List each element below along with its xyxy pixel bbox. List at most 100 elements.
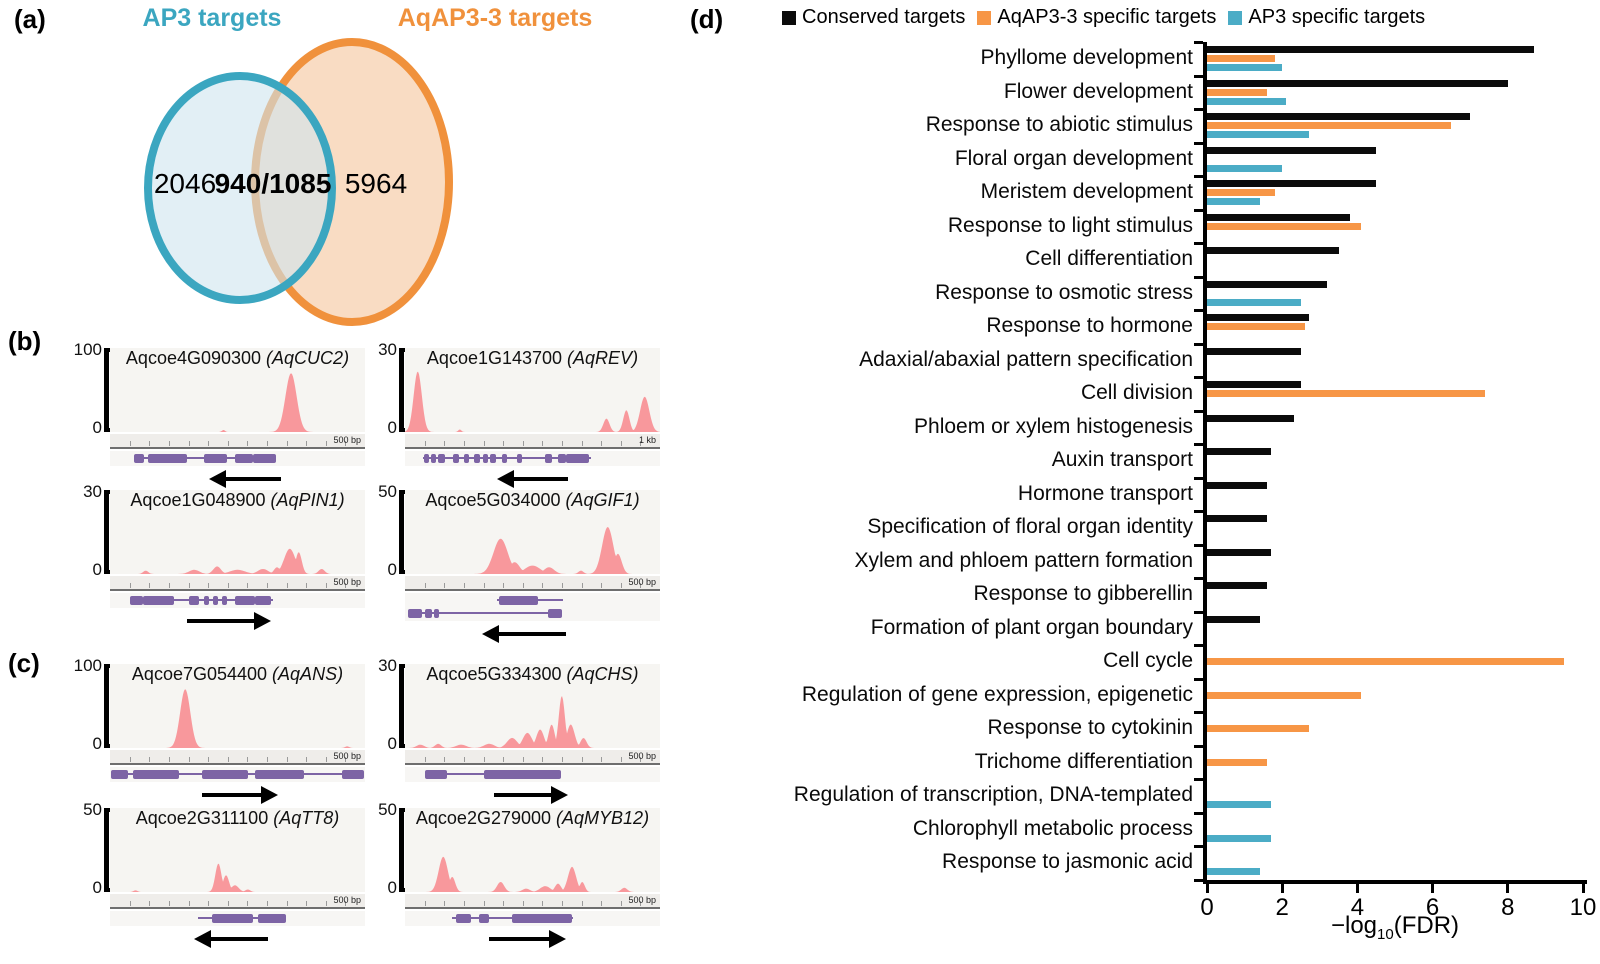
venn-right-title: AqAP3-3 targets <box>397 4 593 32</box>
track-title: Aqcoe2G279000 (AqMYB12) <box>405 808 660 829</box>
ruler-tick <box>581 757 583 762</box>
ruler-tick <box>444 757 446 762</box>
y-axis-tick <box>1194 275 1203 279</box>
ruler-tick <box>149 583 151 588</box>
ruler-tick <box>581 901 583 906</box>
y-axis-tick <box>1194 845 1203 848</box>
strand-arrow-head <box>209 470 227 488</box>
gene-intron-line <box>130 599 274 601</box>
track-gene-id: Aqcoe5G334300 <box>426 664 567 684</box>
y-axis-tick <box>1194 744 1203 748</box>
ruler-tick <box>601 757 603 762</box>
y-axis-max-label: 30 <box>83 482 102 501</box>
category-label: Hormone transport <box>1017 481 1193 505</box>
ruler-tick <box>483 757 485 762</box>
track-gene-name: (AqTT8) <box>273 808 340 828</box>
y-axis-tick <box>1194 141 1203 145</box>
y-axis-max-label: 100 <box>73 340 102 359</box>
venn-left-circle <box>144 72 336 304</box>
gene-exon <box>252 453 276 463</box>
venn-left-title: AP3 targets <box>142 4 282 32</box>
y-axis-tick <box>1194 543 1203 547</box>
ruler-tick <box>522 901 524 906</box>
ruler-tick <box>620 583 622 588</box>
ruler-tick <box>247 441 249 446</box>
ruler-tick <box>424 583 426 588</box>
x-axis-tick <box>1431 883 1435 893</box>
bar-conserved <box>1207 414 1294 422</box>
strand-arrow-right <box>186 612 271 630</box>
y-axis-max-label: 100 <box>73 656 102 675</box>
bar-conserved <box>1207 582 1268 589</box>
gene-exon <box>484 769 561 779</box>
scale-bar-label: 500 bp <box>628 895 656 905</box>
category-label: Meristem development <box>980 180 1193 203</box>
bar-aqap3-3-specific <box>1207 88 1268 96</box>
bar-conserved <box>1207 314 1309 321</box>
y-axis-line <box>1203 42 1207 884</box>
bar-conserved <box>1207 180 1377 187</box>
gene-exon <box>463 453 469 463</box>
strand-arrow-shaft <box>207 937 269 941</box>
y-axis-zero-label: 0 <box>387 878 397 897</box>
genome-track-aqgif1: 50 0 Aqcoe5G034000 (AqGIF1) 500 bp <box>361 482 661 643</box>
bar-conserved <box>1207 481 1268 489</box>
gene-exon <box>204 453 228 463</box>
track-gene-id: Aqcoe7G054400 <box>131 664 273 684</box>
ruler-tick <box>168 901 170 906</box>
gene-exon <box>132 769 179 779</box>
y-axis-zero-label: 0 <box>92 560 102 579</box>
strand-arrow-left <box>496 470 569 488</box>
coverage-plot: Aqcoe1G048900 (AqPIN1) <box>110 490 365 574</box>
bar-conserved <box>1207 548 1271 556</box>
bar-ap3-specific <box>1207 131 1309 138</box>
y-axis-tick <box>1194 476 1203 480</box>
bar-ap3-specific <box>1207 164 1283 172</box>
ruler-tick <box>168 757 170 762</box>
y-axis-zero-label: 0 <box>92 418 102 437</box>
ruler-tick <box>247 757 249 762</box>
legend-label: Conserved targets <box>802 6 966 28</box>
ruler-tick <box>306 441 308 446</box>
ruler-tick <box>149 757 151 762</box>
y-axis-zero-label: 0 <box>387 734 397 753</box>
gene-exon <box>512 913 573 923</box>
genome-track-aqcuc2: 100 0 Aqcoe4G090300 (AqCUC2) 500 bp <box>66 340 366 496</box>
track-gene-name: (AqREV) <box>567 348 639 368</box>
ruler-tick <box>129 901 131 906</box>
gene-model <box>110 767 365 782</box>
bar-conserved <box>1207 113 1471 120</box>
y-axis-tick <box>1194 577 1203 580</box>
x-axis-line <box>1203 879 1587 884</box>
ruler-tick <box>424 757 426 762</box>
x-tick-label: 2 <box>1275 893 1289 921</box>
category-label: Adaxial/abaxial pattern specification <box>859 347 1193 371</box>
strand-arrow-head <box>253 612 271 630</box>
gene-exon <box>255 769 304 779</box>
ruler-tick <box>306 583 308 588</box>
y-axis-bracket <box>399 664 404 748</box>
category-label: Response to abiotic stimulus <box>925 113 1193 136</box>
ruler-tick <box>266 901 268 906</box>
x-axis-title-pre: −log <box>1330 912 1378 939</box>
category-label: Response to cytokinin <box>987 716 1193 739</box>
ruler-tick <box>129 583 131 588</box>
ruler-tick <box>208 901 210 906</box>
venn-left-circle-fill <box>148 76 332 300</box>
ruler-tick <box>266 441 268 446</box>
coordinate-ruler: 500 bp <box>405 576 660 591</box>
ruler-tick <box>227 441 229 446</box>
ruler-tick <box>503 901 505 906</box>
gene-exon <box>558 453 566 463</box>
genome-track-aqchs: 30 0 Aqcoe5G334300 (AqCHS) 500 bp <box>361 656 661 812</box>
track-gene-id: Aqcoe1G048900 <box>130 490 271 510</box>
bar-aqap3-3-specific <box>1207 323 1305 330</box>
y-axis-tick <box>1194 778 1203 781</box>
y-axis-bracket <box>104 664 109 748</box>
panel-d-label: (d) <box>690 4 724 34</box>
ruler-tick <box>247 901 249 906</box>
gene-exon <box>342 769 364 779</box>
x-tick-label: 4 <box>1350 893 1365 921</box>
track-gene-id: Aqcoe1G143700 <box>426 348 568 368</box>
x-axis-tick <box>1280 883 1284 893</box>
